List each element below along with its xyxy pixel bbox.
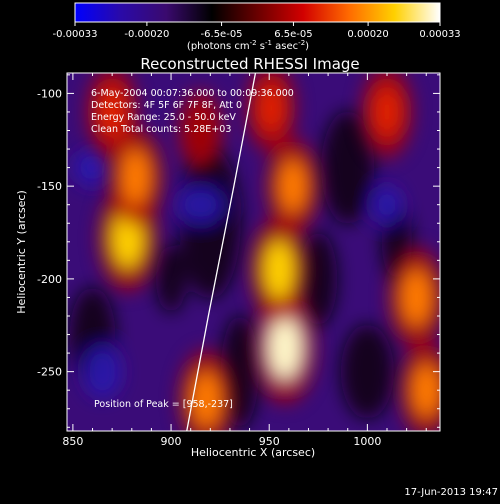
emission-source — [97, 85, 127, 139]
emission-source — [187, 107, 214, 154]
colorbar: -0.00033 -0.00020 -6.5e-05 6.5e-05 0.00020 0.… — [53, 2, 461, 52]
emission-source — [411, 362, 440, 418]
annotation-detectors: Detectors: 4F 5F 6F 7F 8F, Att 0 — [91, 100, 242, 111]
emission-source — [190, 370, 223, 428]
chart-title: Reconstructed RHESSI Image — [140, 55, 359, 73]
colorbar-ticks: -0.00033 -0.00020 -6.5e-05 6.5e-05 0.00020 0.… — [53, 22, 461, 40]
negative-region — [177, 185, 224, 224]
plot-frame — [66, 72, 441, 432]
plot-area — [67, 73, 440, 431]
emission-source — [277, 158, 308, 214]
x-tick-label: 850 — [62, 435, 83, 448]
solar-limb-line — [186, 73, 257, 431]
annotation-energy: Energy Range: 25.0 - 50.0 keV — [91, 112, 236, 123]
colorbar-bar — [74, 2, 441, 23]
negative-region — [83, 345, 122, 399]
emission-source — [267, 315, 303, 380]
y-tick-label: -150 — [37, 180, 62, 193]
x-tick-label: 950 — [259, 435, 280, 448]
x-tick-label: 900 — [161, 435, 182, 448]
x-tick-label: 1000 — [353, 435, 381, 448]
timestamp: 17-Jun-2013 19:47 — [404, 487, 498, 498]
emission-source — [120, 148, 152, 205]
y-axis-label: Heliocentric Y (arcsec) — [15, 190, 28, 314]
y-tick-label: -200 — [37, 273, 62, 286]
axes: 850 900 950 1000 -100 -150 -200 -250 — [37, 73, 440, 448]
y-tick-label: -100 — [37, 87, 62, 100]
colorbar-units: (photons cm-2 s-1 asec-2) — [187, 39, 309, 52]
dark-region — [340, 324, 394, 420]
colorbar-tick-label: 0.00020 — [347, 29, 388, 40]
emission-sources — [86, 73, 440, 431]
annotation-counts: Clean Total counts: 5.28E+03 — [91, 124, 231, 135]
x-axis-label: Heliocentric X (arcsec) — [191, 446, 315, 459]
peak-position-label: Position of Peak = [958,-237] — [94, 399, 233, 410]
emission-source — [400, 268, 433, 327]
emission-source — [372, 85, 402, 139]
colorbar-tick-label: -6.5e-05 — [201, 29, 243, 40]
dark-region — [299, 231, 338, 327]
colorbar-tick-label: 0.00033 — [419, 29, 460, 40]
colorbar-tick-label: -0.00020 — [124, 29, 169, 40]
dark-structures — [69, 110, 413, 429]
negative-region — [371, 185, 403, 224]
colorbar-tick-label: -0.00033 — [53, 29, 98, 40]
y-tick-label: -250 — [37, 366, 62, 379]
dark-region — [179, 147, 241, 300]
emission-source — [257, 82, 286, 134]
dark-region — [155, 244, 187, 314]
negative-region — [73, 148, 112, 187]
colorbar-tick-label: 6.5e-05 — [274, 29, 312, 40]
annotation-time: 6-May-2004 00:07:36.000 to 00:09:36.000 — [91, 88, 294, 99]
dark-region — [321, 110, 375, 225]
annotations: 6-May-2004 00:07:36.000 to 00:09:36.000 … — [91, 88, 294, 410]
emission-source — [262, 239, 296, 300]
